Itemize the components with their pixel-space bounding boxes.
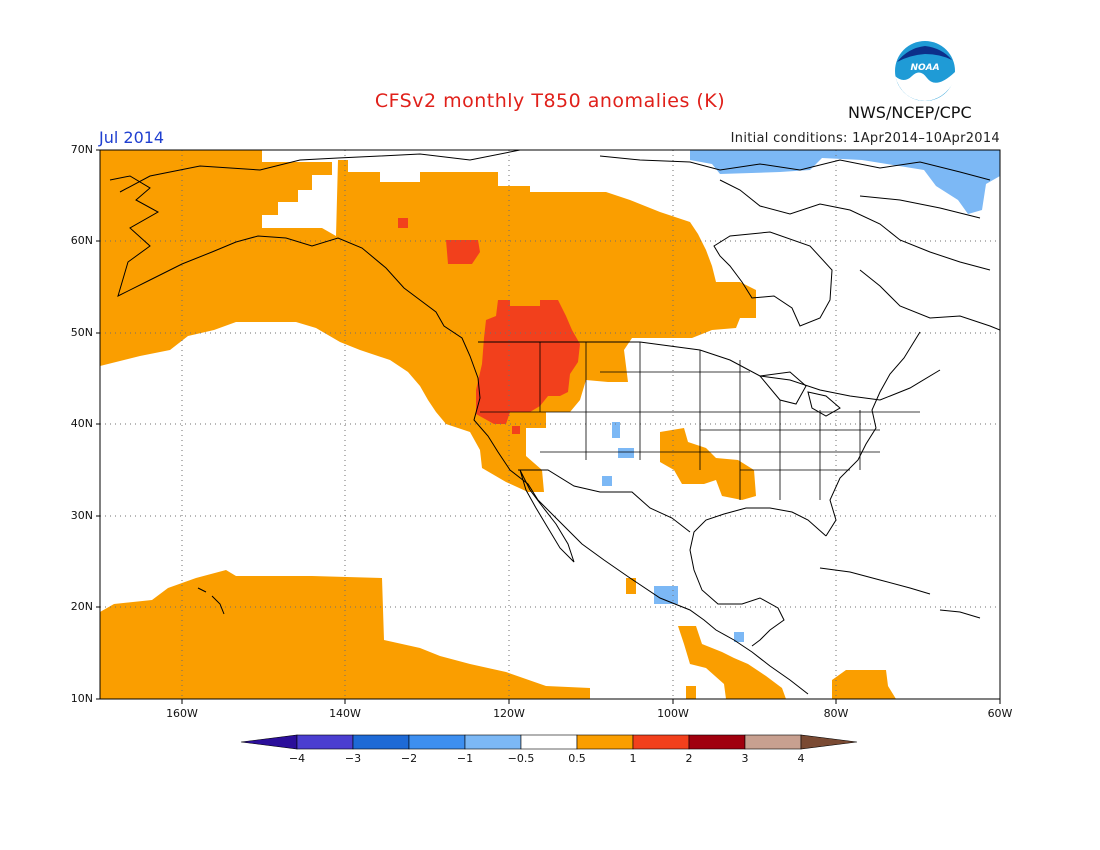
anomaly-warm-region [100,150,896,699]
agency-label: NWS/NCEP/CPC [848,103,972,122]
colorbar-swatch [744,734,802,750]
colorbar-swatch [632,734,690,750]
lon-label: 60W [987,707,1013,720]
lon-label: 140W [329,707,361,720]
lon-label: 80W [823,707,849,720]
state-borders [480,342,920,500]
lon-label: 160W [166,707,198,720]
colorbar-swatch [464,734,522,750]
colorbar-swatch [352,734,410,750]
lat-label: 70N [70,143,93,156]
forecast-month: Jul 2014 [99,128,165,147]
noaa-logo-icon: NOAA [895,41,955,101]
colorbar-label: −3 [344,752,362,765]
colorbar-label: 2 [685,752,693,765]
map-title: CFSv2 monthly T850 anomalies (K) [374,90,726,112]
lat-label: 10N [70,692,93,705]
lat-label: 50N [70,326,93,339]
lon-label: 120W [493,707,525,720]
colorbar-label: 4 [797,752,805,765]
colorbar-label: −0.5 [507,752,535,765]
svg-text:NOAA: NOAA [910,63,939,73]
colorbar [240,734,858,750]
anomaly-hot-region [398,218,580,434]
lat-label: 30N [70,509,93,522]
colorbar-swatch [520,734,578,750]
lat-label: 20N [70,600,93,613]
colorbar-swatch [576,734,634,750]
lon-label: 100W [657,707,689,720]
axis-ticks [96,149,1001,704]
colorbar-label: 1 [629,752,637,765]
colorbar-label: 3 [741,752,749,765]
colorbar-label: −2 [400,752,418,765]
anomaly-cool-region [602,150,1000,642]
colorbar-swatch [688,734,746,750]
colorbar-swatch [408,734,466,750]
colorbar-label: −4 [288,752,306,765]
colorbar-arrow-right [800,734,858,750]
lat-label: 40N [70,417,93,430]
coastlines [109,150,1000,695]
lat-label: 60N [70,234,93,247]
colorbar-arrow-left [240,734,298,750]
colorbar-label: −1 [456,752,474,765]
colorbar-swatch [296,734,354,750]
initial-conditions: Initial conditions: 1Apr2014–10Apr2014 [730,131,1000,146]
colorbar-label: 0.5 [568,752,586,765]
